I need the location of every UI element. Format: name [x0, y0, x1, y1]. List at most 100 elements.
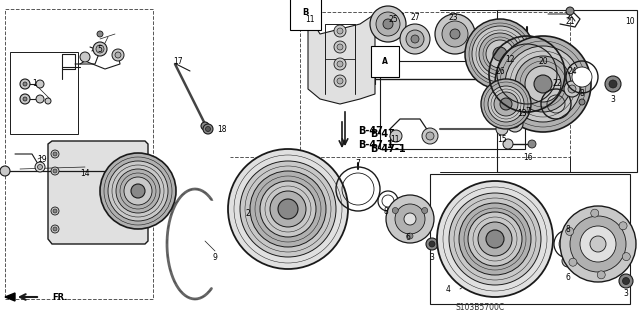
Text: 21: 21: [565, 17, 575, 26]
Circle shape: [560, 206, 636, 282]
Circle shape: [406, 30, 424, 48]
Circle shape: [459, 203, 531, 275]
Text: 6: 6: [406, 233, 410, 241]
Circle shape: [201, 122, 209, 130]
Text: A: A: [382, 57, 388, 66]
Circle shape: [35, 162, 45, 172]
Circle shape: [429, 241, 435, 247]
Bar: [300, 12, 570, 157]
Circle shape: [0, 166, 10, 176]
Circle shape: [270, 191, 306, 227]
Text: 6: 6: [566, 272, 570, 281]
Text: FR.: FR.: [52, 293, 67, 301]
Bar: [375, 13, 403, 37]
Circle shape: [515, 56, 571, 112]
Text: 5: 5: [97, 44, 102, 54]
Text: 14: 14: [80, 169, 90, 179]
Circle shape: [20, 94, 30, 104]
Circle shape: [392, 207, 398, 213]
Circle shape: [20, 79, 30, 89]
Circle shape: [400, 24, 430, 54]
Polygon shape: [5, 293, 15, 301]
Circle shape: [205, 127, 211, 131]
Text: 7: 7: [356, 160, 360, 168]
Circle shape: [51, 167, 59, 175]
Text: 15: 15: [497, 135, 507, 144]
Circle shape: [260, 181, 316, 237]
Circle shape: [478, 222, 512, 256]
Circle shape: [572, 67, 592, 87]
Circle shape: [51, 207, 59, 215]
Bar: [497, 10, 637, 172]
Wedge shape: [522, 36, 532, 74]
Text: 8: 8: [566, 225, 570, 234]
Text: 25: 25: [388, 14, 398, 24]
Circle shape: [503, 139, 513, 149]
Circle shape: [590, 236, 606, 252]
Polygon shape: [308, 14, 375, 104]
Circle shape: [422, 207, 428, 213]
Circle shape: [435, 14, 475, 54]
Circle shape: [395, 204, 425, 234]
Text: B: B: [302, 8, 308, 17]
Circle shape: [370, 6, 406, 42]
Text: 4: 4: [445, 285, 451, 293]
Circle shape: [337, 28, 343, 34]
Text: B-47-1: B-47-1: [358, 140, 394, 150]
Circle shape: [569, 258, 577, 266]
Circle shape: [228, 149, 348, 269]
Circle shape: [203, 124, 213, 134]
Circle shape: [570, 216, 626, 272]
Circle shape: [376, 12, 400, 36]
Circle shape: [45, 98, 51, 104]
Text: 7: 7: [525, 107, 531, 115]
Circle shape: [390, 130, 402, 142]
Text: B-47-1: B-47-1: [370, 144, 406, 154]
Text: S103B5700C: S103B5700C: [455, 302, 504, 311]
Circle shape: [568, 85, 576, 93]
Circle shape: [97, 31, 103, 37]
Circle shape: [426, 238, 438, 250]
Circle shape: [609, 80, 617, 88]
Circle shape: [525, 66, 561, 102]
Circle shape: [442, 21, 468, 47]
Circle shape: [51, 150, 59, 158]
Text: 8: 8: [383, 206, 388, 216]
Circle shape: [53, 152, 57, 156]
Circle shape: [450, 29, 460, 39]
Text: 9: 9: [212, 253, 218, 262]
Text: 20: 20: [538, 56, 548, 65]
Circle shape: [505, 46, 581, 122]
Circle shape: [422, 128, 438, 144]
Circle shape: [597, 271, 605, 279]
Text: 26: 26: [495, 66, 505, 76]
Circle shape: [337, 61, 343, 67]
Text: 11: 11: [390, 135, 400, 144]
Circle shape: [481, 79, 531, 129]
Text: 1: 1: [33, 79, 37, 88]
Text: B-47: B-47: [358, 126, 383, 136]
Text: 8: 8: [580, 88, 584, 98]
Circle shape: [437, 181, 553, 297]
Text: 13: 13: [517, 109, 527, 118]
Circle shape: [566, 227, 573, 235]
Circle shape: [115, 52, 121, 58]
Text: 3: 3: [429, 253, 435, 262]
Text: 3: 3: [623, 290, 628, 299]
Circle shape: [468, 212, 522, 266]
Circle shape: [507, 116, 523, 132]
Circle shape: [36, 95, 44, 103]
Circle shape: [383, 19, 393, 29]
Circle shape: [112, 49, 124, 61]
Text: 18: 18: [217, 124, 227, 133]
Circle shape: [100, 153, 176, 229]
Wedge shape: [354, 167, 362, 189]
Text: 16: 16: [523, 152, 533, 161]
Circle shape: [472, 26, 528, 82]
Circle shape: [619, 274, 633, 288]
Text: 27: 27: [410, 12, 420, 21]
Circle shape: [619, 222, 627, 230]
Circle shape: [496, 123, 508, 135]
Text: 11: 11: [305, 14, 315, 24]
Bar: [5, 9, 153, 299]
